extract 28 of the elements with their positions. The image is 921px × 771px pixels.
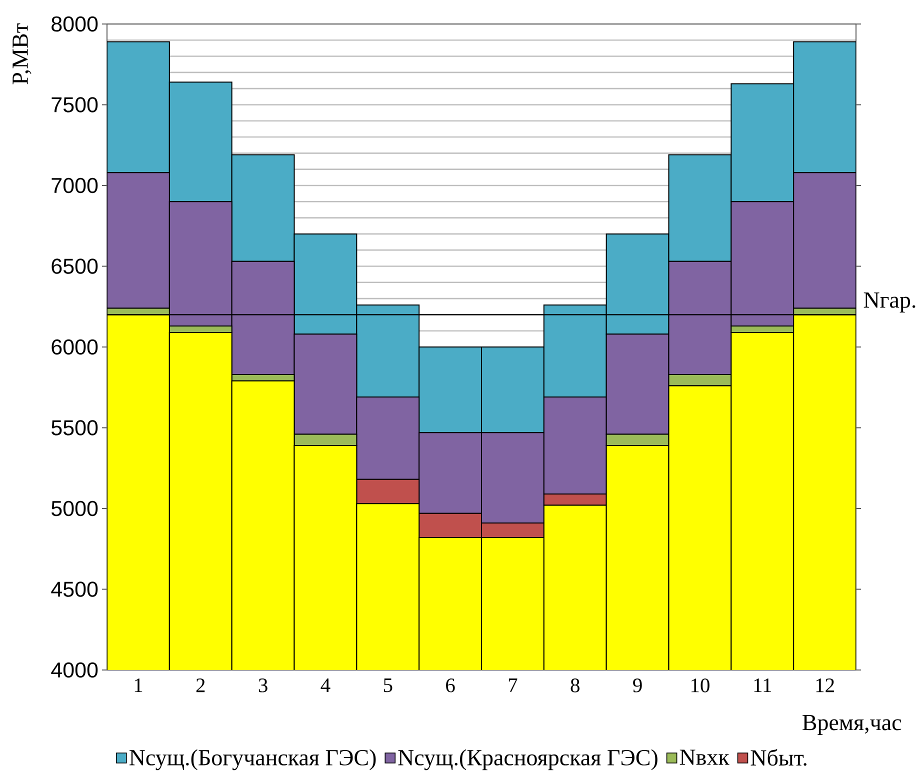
x-tick-label: 2 [196,678,205,692]
y-tick-label: 7000 [52,178,98,194]
x-axis-title: Время,час [802,714,902,735]
y-tick-label: 6500 [52,258,98,274]
y-axis-title: P,МВт [12,23,32,84]
x-tick-label: 6 [446,678,455,692]
x-tick-label: 11 [754,678,772,692]
x-tick-label: 7 [508,678,518,692]
legend-label: Nсущ.(Богучанская ГЭС) [129,749,376,770]
x-tick-label: 12 [816,678,834,692]
x-tick-label: 9 [633,678,642,692]
legend-label: Nбыт. [750,748,806,766]
x-tick-label: 10 [692,678,710,692]
x-tick-label: 4 [320,678,330,692]
x-tick-label: 5 [384,678,392,692]
y-tick-label: 4000 [51,662,98,678]
x-tick-label: 8 [570,678,580,692]
y-tick-label: 5000 [52,500,98,516]
y-tick-label: 5500 [52,420,98,436]
legend-label: Nсущ.(Красноярская ГЭС) [398,749,658,770]
y-tick-label: 7500 [52,97,98,112]
x-tick-label: 1 [134,678,142,692]
ref-line-label: Nгар. [864,292,916,312]
x-tick-label: 3 [258,678,268,692]
legend-label: Nвхк [680,750,730,765]
y-tick-label: 8000 [52,16,98,32]
y-tick-label: 6000 [52,339,98,355]
y-tick-label: 4500 [51,582,98,597]
